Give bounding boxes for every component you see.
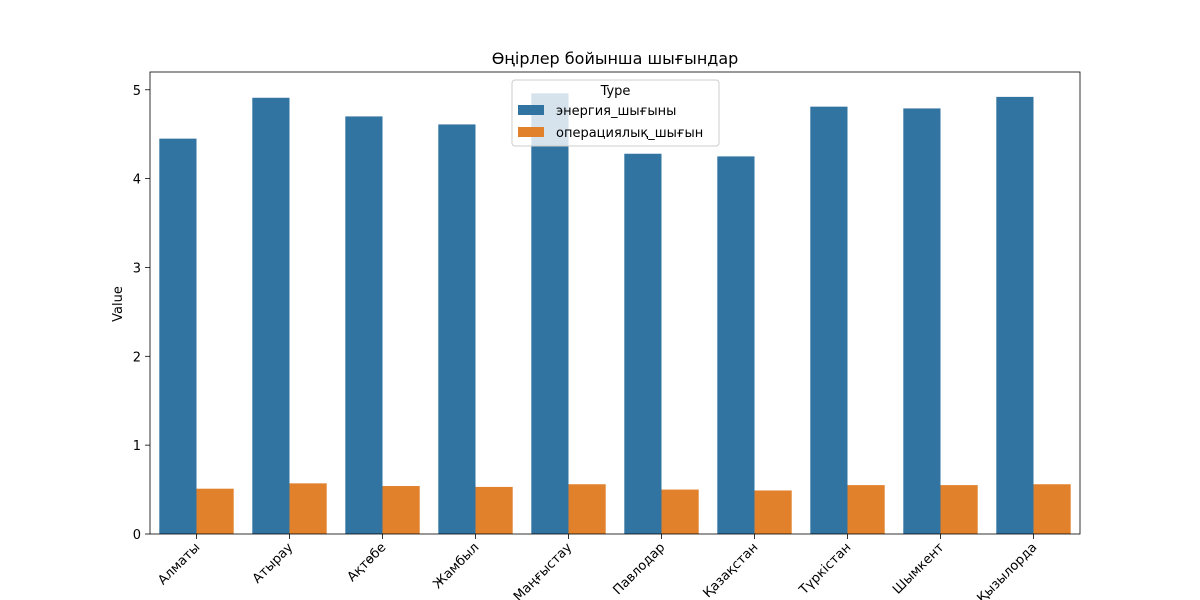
bar-energy <box>159 138 197 534</box>
x-tick-label: Маңғыстау <box>511 540 576 600</box>
y-tick-label: 0 <box>133 528 141 543</box>
legend-swatch <box>518 105 544 115</box>
bar-operational <box>847 485 885 534</box>
bar-operational <box>661 489 699 534</box>
bar-operational <box>289 483 327 534</box>
bar-operational <box>568 484 606 534</box>
bar-operational <box>940 485 978 534</box>
x-tick-label: Қызылорда <box>974 540 1040 600</box>
y-tick-label: 1 <box>133 439 141 454</box>
x-tick-label: Түркістан <box>796 540 854 598</box>
bar-energy <box>810 106 848 535</box>
bar-energy <box>438 124 476 535</box>
bar-operational <box>475 486 513 534</box>
bar-operational <box>754 490 792 534</box>
legend-box <box>511 79 720 147</box>
x-tick-label: Павлодар <box>610 540 668 598</box>
bar-energy <box>531 93 569 534</box>
legend-swatch <box>518 127 544 137</box>
y-tick-label: 5 <box>133 84 141 99</box>
bar-energy <box>717 156 755 534</box>
chart-title: Өңірлер бойынша шығындар <box>492 49 739 68</box>
legend-label: энергия_шығыны <box>556 104 676 119</box>
bar-energy <box>252 97 290 535</box>
legend: Type энергия_шығыны операциялық_шығын <box>511 79 720 147</box>
x-tick-label: Атырау <box>250 540 297 587</box>
bar-energy <box>624 153 662 535</box>
bar-operational <box>1033 484 1071 534</box>
bar-operational <box>382 486 420 534</box>
plot-frame <box>149 71 1081 535</box>
x-tick-label: Ақтөбе <box>345 540 390 585</box>
x-tick-label: Қазақстан <box>700 540 761 600</box>
x-tick-label: Алматы <box>155 540 203 588</box>
legend-title: Type <box>600 84 631 99</box>
bar-operational <box>196 488 234 534</box>
y-tick-label: 2 <box>133 350 141 365</box>
legend-label: операциялық_шығын <box>556 126 703 141</box>
bars-layer <box>159 93 1071 535</box>
y-tick-label: 3 <box>133 261 141 276</box>
x-tick-label: Жамбыл <box>430 540 482 592</box>
bar-energy <box>996 96 1034 534</box>
y-tick-label: 4 <box>133 173 141 188</box>
bar-energy <box>903 108 941 535</box>
y-axis-label: Value <box>111 286 126 322</box>
x-tick-label: Шымкент <box>890 540 948 598</box>
bar-energy <box>345 116 383 535</box>
